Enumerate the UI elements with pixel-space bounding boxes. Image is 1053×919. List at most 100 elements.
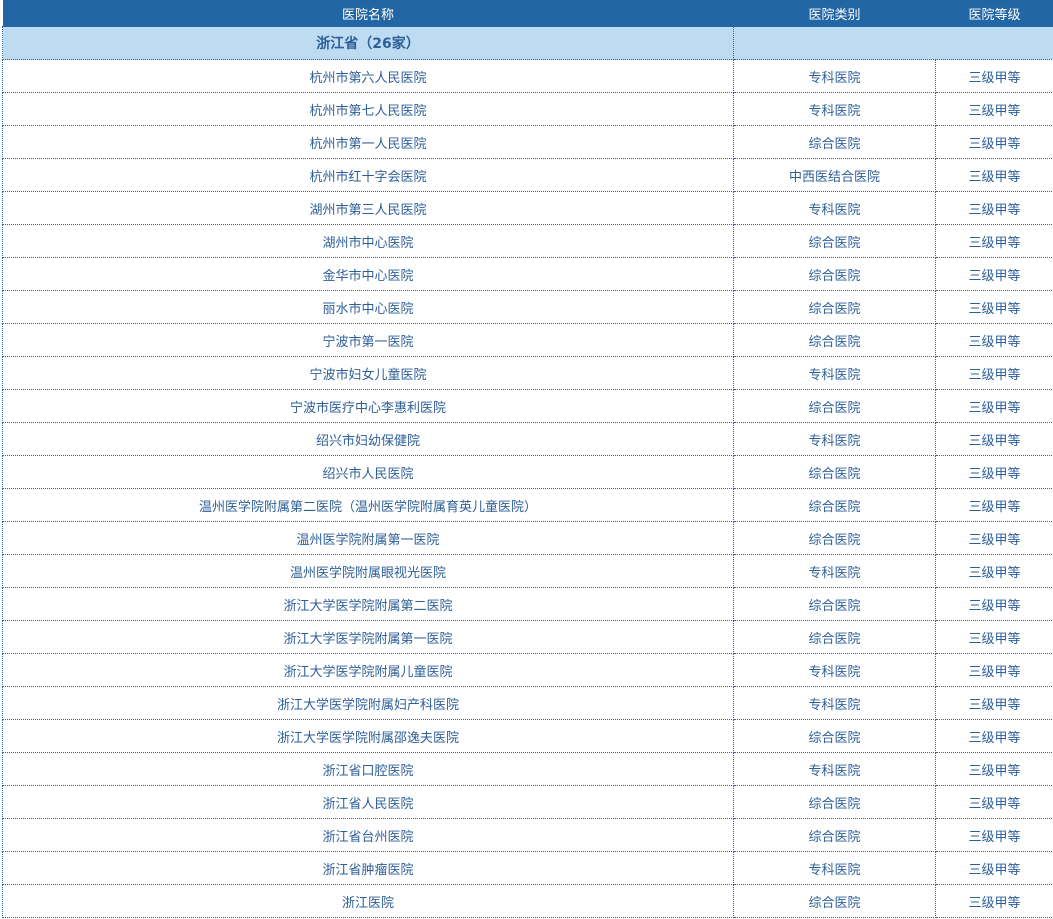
hospital-name: 杭州市第一人民医院 [2,125,734,159]
hospital-level: 三级甲等 [935,290,1053,324]
hospital-level: 三级甲等 [935,323,1053,357]
hospital-name: 绍兴市妇幼保健院 [2,422,734,456]
table-row: 绍兴市妇幼保健院 专科医院 三级甲等 [2,422,1053,456]
hospital-level: 三级甲等 [935,587,1053,621]
hospital-name: 浙江省口腔医院 [2,752,734,786]
hospital-name: 湖州市第三人民医院 [2,191,734,225]
hospital-level: 三级甲等 [935,719,1053,753]
hospital-name: 浙江省肿瘤医院 [2,851,734,885]
hospital-level: 三级甲等 [935,224,1053,258]
hospital-level: 三级甲等 [935,257,1053,291]
hospital-name: 浙江省台州医院 [2,818,734,852]
table-row: 浙江大学医学院附属第二医院 综合医院 三级甲等 [2,587,1053,621]
hospital-level: 三级甲等 [935,125,1053,159]
hospital-name: 金华市中心医院 [2,257,734,291]
hospital-type: 专科医院 [733,752,936,786]
hospital-type: 综合医院 [733,290,936,324]
hospital-type: 综合医院 [733,719,936,753]
hospital-type: 综合医院 [733,521,936,555]
hospital-name: 浙江大学医学院附属第二医院 [2,587,734,621]
hospital-type: 专科医院 [733,191,936,225]
hospital-level: 三级甲等 [935,884,1053,918]
hospital-type: 专科医院 [733,92,936,126]
hospital-level: 三级甲等 [935,455,1053,489]
table-row: 温州医学院附属第一医院 综合医院 三级甲等 [2,521,1053,555]
hospital-level: 三级甲等 [935,686,1053,720]
header-row: 医院名称 医院类别 医院等级 [2,0,1053,27]
table-row: 宁波市妇女儿童医院 专科医院 三级甲等 [2,356,1053,390]
province-row: 浙江省（26家） [2,26,1053,60]
hospital-name: 杭州市第六人民医院 [2,59,734,93]
hospital-name: 浙江大学医学院附属第一医院 [2,620,734,654]
table-row: 温州医学院附属眼视光医院 专科医院 三级甲等 [2,554,1053,588]
hospital-level: 三级甲等 [935,389,1053,423]
table-row: 金华市中心医院 综合医院 三级甲等 [2,257,1053,291]
hospital-level: 三级甲等 [935,422,1053,456]
hospital-type: 综合医院 [733,455,936,489]
header-name: 医院名称 [2,0,734,27]
table-row: 宁波市医疗中心李惠利医院 综合医院 三级甲等 [2,389,1053,423]
hospital-level: 三级甲等 [935,752,1053,786]
table-row: 杭州市红十字会医院 中西医结合医院 三级甲等 [2,158,1053,192]
hospital-level: 三级甲等 [935,191,1053,225]
hospital-name: 湖州市中心医院 [2,224,734,258]
hospital-type: 专科医院 [733,59,936,93]
table-row: 浙江省人民医院 综合医院 三级甲等 [2,785,1053,819]
hospital-name: 杭州市第七人民医院 [2,92,734,126]
table-row: 杭州市第六人民医院 专科医院 三级甲等 [2,59,1053,93]
table-row: 浙江省口腔医院 专科医院 三级甲等 [2,752,1053,786]
table-row: 湖州市第三人民医院 专科医院 三级甲等 [2,191,1053,225]
table-row: 浙江医院 综合医院 三级甲等 [2,884,1053,918]
hospital-type: 综合医院 [733,785,936,819]
hospital-level: 三级甲等 [935,356,1053,390]
hospital-name: 绍兴市人民医院 [2,455,734,489]
hospital-type: 综合医院 [733,488,936,522]
table-row: 湖州市中心医院 综合医院 三级甲等 [2,224,1053,258]
hospital-type: 专科医院 [733,686,936,720]
table-row: 杭州市第七人民医院 专科医院 三级甲等 [2,92,1053,126]
table-row: 丽水市中心医院 综合医院 三级甲等 [2,290,1053,324]
hospital-name: 浙江大学医学院附属儿童医院 [2,653,734,687]
hospital-type: 专科医院 [733,422,936,456]
province-label: 浙江省（26家） [2,26,734,60]
hospital-level: 三级甲等 [935,785,1053,819]
hospital-level: 三级甲等 [935,488,1053,522]
hospital-level: 三级甲等 [935,554,1053,588]
hospital-type: 综合医院 [733,587,936,621]
table-row: 绍兴市人民医院 综合医院 三级甲等 [2,455,1053,489]
hospital-type: 专科医院 [733,356,936,390]
hospital-name: 温州医学院附属第二医院（温州医学院附属育英儿童医院） [2,488,734,522]
hospital-level: 三级甲等 [935,158,1053,192]
table-row: 浙江省台州医院 综合医院 三级甲等 [2,818,1053,852]
table-row: 浙江省肿瘤医院 专科医院 三级甲等 [2,851,1053,885]
header-level: 医院等级 [935,0,1053,27]
hospital-name: 浙江大学医学院附属邵逸夫医院 [2,719,734,753]
hospital-name: 杭州市红十字会医院 [2,158,734,192]
table-row: 浙江大学医学院附属妇产科医院 专科医院 三级甲等 [2,686,1053,720]
hospital-type: 中西医结合医院 [733,158,936,192]
hospital-type: 综合医院 [733,884,936,918]
table-row: 浙江大学医学院附属儿童医院 专科医院 三级甲等 [2,653,1053,687]
hospital-name: 浙江大学医学院附属妇产科医院 [2,686,734,720]
hospital-name: 浙江省人民医院 [2,785,734,819]
hospital-level: 三级甲等 [935,851,1053,885]
hospital-type: 综合医院 [733,389,936,423]
hospital-type: 综合医院 [733,125,936,159]
hospital-name: 温州医学院附属第一医院 [2,521,734,555]
hospital-name: 宁波市第一医院 [2,323,734,357]
hospital-name: 宁波市妇女儿童医院 [2,356,734,390]
hospital-type: 专科医院 [733,653,936,687]
hospital-level: 三级甲等 [935,59,1053,93]
hospital-name: 丽水市中心医院 [2,290,734,324]
hospital-level: 三级甲等 [935,818,1053,852]
table-row: 浙江大学医学院附属邵逸夫医院 综合医院 三级甲等 [2,719,1053,753]
hospital-level: 三级甲等 [935,92,1053,126]
hospital-level: 三级甲等 [935,521,1053,555]
hospital-type: 综合医院 [733,257,936,291]
hospital-type: 综合医院 [733,323,936,357]
table-row: 温州医学院附属第二医院（温州医学院附属育英儿童医院） 综合医院 三级甲等 [2,488,1053,522]
province-empty [733,26,1053,60]
hospital-type: 专科医院 [733,851,936,885]
hospital-type: 专科医院 [733,554,936,588]
